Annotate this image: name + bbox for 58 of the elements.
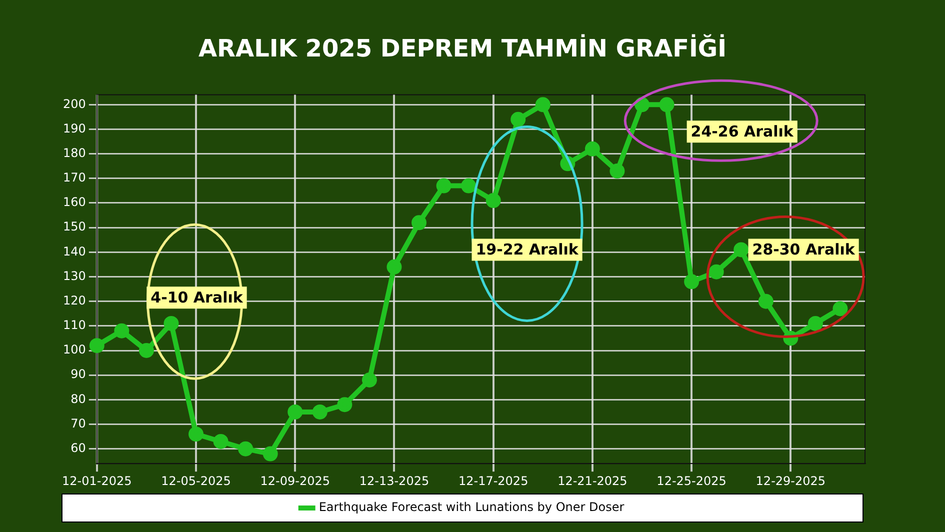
- point: [386, 259, 402, 274]
- y-tick-label: 180: [63, 146, 86, 160]
- x-tick-label: 12-05-2025: [161, 474, 231, 488]
- point: [808, 316, 823, 331]
- point: [114, 323, 130, 338]
- point: [734, 242, 749, 258]
- point: [659, 97, 674, 112]
- point: [188, 426, 204, 442]
- x-tick-label: 12-29-2025: [756, 474, 826, 488]
- point: [634, 97, 650, 112]
- point: [832, 301, 848, 316]
- y-tick-label: 70: [70, 416, 86, 430]
- point: [337, 397, 352, 412]
- point: [486, 193, 501, 208]
- point: [89, 338, 104, 354]
- point: [312, 404, 328, 420]
- point: [164, 316, 179, 331]
- x-tick-label: 12-09-2025: [260, 474, 330, 488]
- point: [535, 97, 550, 112]
- point: [213, 434, 228, 449]
- annotation: 28-30 Aralık: [752, 240, 856, 259]
- point: [412, 215, 427, 230]
- point: [461, 178, 476, 194]
- y-tick-label: 170: [63, 170, 86, 185]
- y-tick-label: 160: [63, 195, 86, 210]
- y-tick-label: 150: [63, 220, 86, 234]
- annotation: 4-10 Aralık: [150, 288, 244, 307]
- point: [238, 441, 254, 456]
- point: [262, 446, 278, 462]
- annotation: 19-22 Aralık: [476, 240, 580, 259]
- annotation: 24-26 Aralık: [690, 122, 794, 141]
- x-tick-label: 12-21-2025: [558, 474, 628, 488]
- point: [584, 141, 600, 156]
- y-tick-label: 130: [63, 268, 86, 283]
- point: [684, 274, 700, 290]
- y-tick-label: 110: [63, 318, 86, 332]
- point: [758, 294, 774, 309]
- y-tick-label: 140: [63, 244, 86, 258]
- point: [610, 164, 625, 179]
- y-tick-label: 120: [63, 293, 86, 308]
- point: [138, 343, 154, 358]
- y-tick-label: 190: [63, 121, 86, 136]
- point: [510, 112, 526, 127]
- x-tick-label: 12-01-2025: [62, 474, 132, 488]
- y-tick-label: 80: [70, 392, 86, 406]
- point: [436, 178, 452, 194]
- point: [708, 264, 724, 280]
- x-tick-label: 12-17-2025: [458, 474, 528, 488]
- y-tick-label: 200: [63, 96, 86, 111]
- y-tick-label: 90: [70, 367, 86, 382]
- chart-title: ARALIK 2025 DEPREM TAHMİN GRAFİĞİ: [198, 34, 727, 63]
- point: [288, 404, 303, 420]
- x-tick-label: 12-13-2025: [359, 474, 430, 488]
- y-tick-label: 60: [70, 440, 86, 455]
- legend-label: Earthquake Forecast with Lunations by Oner Doser: [318, 500, 624, 514]
- y-tick-label: 100: [63, 342, 86, 357]
- x-tick-label: 12-25-2025: [656, 474, 726, 488]
- point: [362, 372, 377, 388]
